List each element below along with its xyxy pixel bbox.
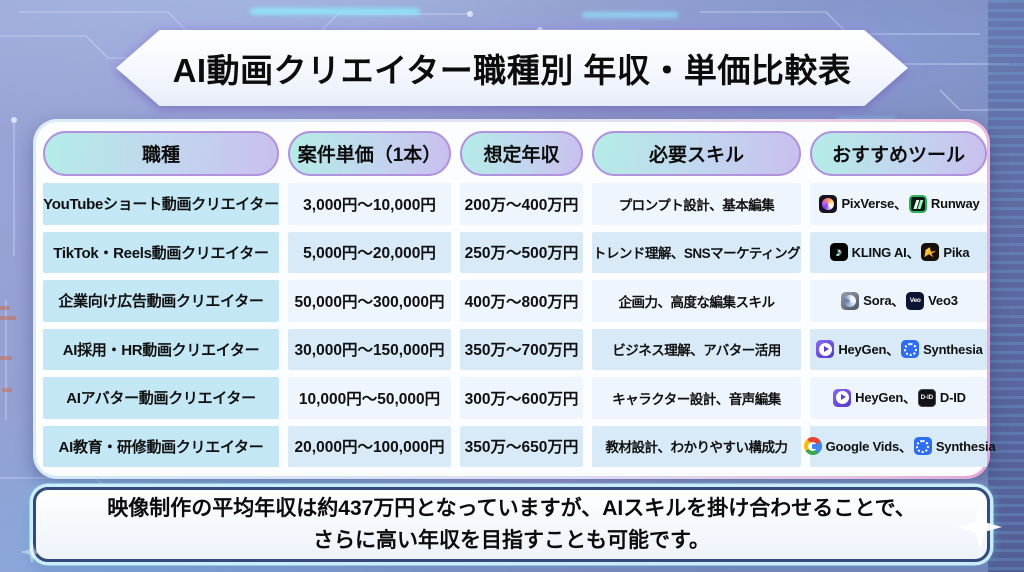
footer-note: 映像制作の平均年収は約437万円となっていますが、AIスキルを掛け合わせることで… <box>33 487 990 562</box>
income-cell: 200万〜400万円 <box>460 183 583 225</box>
tool-label: HeyGen <box>838 341 887 357</box>
kling-icon <box>829 243 848 262</box>
tool-label: HeyGen <box>855 390 904 406</box>
tool-label: Sora <box>863 293 892 309</box>
income-cell: 350万〜650万円 <box>460 425 583 467</box>
price-cell: 50,000円〜300,000円 <box>288 280 451 322</box>
pika-icon <box>921 243 940 262</box>
tool-separator: 、 <box>903 391 916 407</box>
tool-separator: 、 <box>886 342 900 358</box>
runway-icon <box>908 194 927 213</box>
price-cell: 30,000円〜150,000円 <box>288 328 451 370</box>
income-cell: 350万〜700万円 <box>460 328 583 370</box>
tool-separator: 、 <box>891 294 905 310</box>
tool-label: Pika <box>943 244 970 260</box>
income-cell: 250万〜500万円 <box>460 231 583 273</box>
tools-cell: Sora、 Veo3 <box>810 280 987 322</box>
price-cell: 20,000円〜100,000円 <box>288 425 451 467</box>
synthesia-icon <box>901 340 920 359</box>
skills-cell: ビジネス理解、アバター活用 <box>592 328 801 370</box>
tool-separator: 、 <box>894 197 907 213</box>
skills-cell: 教材設計、わかりやすい構成力 <box>592 425 801 467</box>
footer-line-2: さらに高い年収を目指すことも可能です。 <box>313 528 710 552</box>
tool-label: KLING AI <box>851 244 907 260</box>
job-cell: TikTok・Reels動画クリエイター <box>43 231 279 273</box>
tool-label: D-ID <box>939 390 966 406</box>
tool-label: Runway <box>930 196 980 212</box>
job-cell: AIアバター動画クリエイター <box>43 377 279 419</box>
synthesia-icon <box>913 437 932 456</box>
skills-cell: 企画力、高度な編集スキル <box>592 280 801 322</box>
column-header-2: 想定年収 <box>460 131 583 176</box>
tools-cell: HeyGen、 Synthesia <box>810 328 987 370</box>
comparison-table-card: 職種 案件単価（1本） 想定年収 必要スキル おすすめツール YouTubeショート動画ク… <box>33 119 996 479</box>
tools-cell: Google Vids、 Synthesia <box>803 425 996 467</box>
column-header-3: 必要スキル <box>592 131 801 176</box>
tool-label: PixVerse <box>841 196 895 212</box>
column-header-1: 案件単価（1本） <box>288 131 451 176</box>
tool-label: Synthesia <box>923 341 983 357</box>
income-cell: 400万〜800万円 <box>460 280 583 322</box>
veo-icon <box>906 291 925 310</box>
income-cell: 300万〜600万円 <box>460 377 583 419</box>
sora-icon <box>841 291 860 310</box>
price-cell: 5,000円〜20,000円 <box>288 231 451 273</box>
job-cell: AI採用・HR動画クリエイター <box>43 328 279 370</box>
job-cell: 企業向け広告動画クリエイター <box>43 280 279 322</box>
title-banner-shape: AI動画クリエイター職種別 年収・単価比較表 <box>116 30 908 106</box>
tools-cell: HeyGen、 D-ID <box>810 377 987 419</box>
title-banner: AI動画クリエイター職種別 年収・単価比較表 <box>116 30 908 106</box>
page-title: AI動画クリエイター職種別 年収・単価比較表 <box>172 52 852 89</box>
job-cell: YouTubeショート動画クリエイター <box>43 183 279 225</box>
heygen-icon <box>833 388 852 407</box>
job-cell: AI教育・研修動画クリエイター <box>43 425 279 467</box>
tools-cell: KLING AI、 Pika <box>810 231 987 273</box>
skills-cell: プロンプト設計、基本編集 <box>592 183 801 225</box>
tool-separator: 、 <box>906 245 920 261</box>
tool-label: Google Vids <box>825 438 900 454</box>
price-cell: 10,000円〜50,000円 <box>288 377 451 419</box>
tool-label: Synthesia <box>935 438 996 454</box>
tools-cell: PixVerse、 Runway <box>810 183 987 225</box>
google-icon <box>803 437 822 456</box>
comparison-table: 職種 案件単価（1本） 想定年収 必要スキル おすすめツール YouTubeショート動画ク… <box>36 122 996 476</box>
tool-label: Veo3 <box>928 293 958 309</box>
column-header-0: 職種 <box>43 131 279 176</box>
pixverse-icon <box>819 194 838 213</box>
heygen-icon <box>816 340 835 359</box>
price-cell: 3,000円〜10,000円 <box>288 183 451 225</box>
tool-separator: 、 <box>899 439 912 455</box>
did-icon <box>917 388 936 407</box>
skills-cell: トレンド理解、SNSマーケティング <box>592 231 801 273</box>
footer-line-1: 映像制作の平均年収は約437万円となっていますが、AIスキルを掛け合わせることで… <box>107 497 916 520</box>
data-stream-band <box>988 0 1024 572</box>
skills-cell: キャラクター設計、音声編集 <box>592 377 801 419</box>
column-header-4: おすすめツール <box>810 131 987 176</box>
